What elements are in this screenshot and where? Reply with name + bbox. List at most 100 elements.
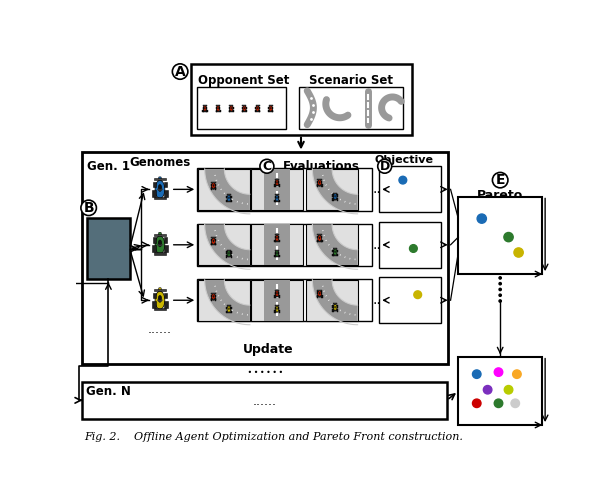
Circle shape <box>409 244 417 252</box>
Ellipse shape <box>333 249 337 256</box>
Ellipse shape <box>319 236 320 239</box>
Ellipse shape <box>334 250 336 253</box>
Bar <box>274 240 276 242</box>
Bar <box>300 87 403 128</box>
Circle shape <box>473 399 481 407</box>
Circle shape <box>494 368 503 376</box>
Bar <box>337 306 338 308</box>
Bar <box>152 246 156 252</box>
Ellipse shape <box>275 250 279 257</box>
Bar <box>231 196 232 198</box>
Bar <box>210 188 212 190</box>
Circle shape <box>499 294 501 296</box>
Bar <box>154 252 167 255</box>
Bar <box>210 243 212 246</box>
Bar <box>206 110 207 112</box>
Ellipse shape <box>229 106 233 112</box>
Text: B: B <box>84 201 94 215</box>
Bar <box>278 236 279 238</box>
Text: ......: ...... <box>253 395 276 408</box>
Bar <box>87 218 130 280</box>
Bar <box>337 194 338 196</box>
Bar <box>232 110 234 112</box>
Bar <box>152 190 156 197</box>
Ellipse shape <box>276 292 278 294</box>
Bar <box>275 256 279 257</box>
Bar <box>154 197 167 200</box>
Bar <box>211 244 216 245</box>
Text: E: E <box>495 173 505 187</box>
Bar <box>279 295 280 298</box>
Bar <box>203 105 207 106</box>
Bar <box>333 192 337 194</box>
Bar <box>164 190 168 197</box>
Text: Fig. 2.    Offline Agent Optimization and Pareto Front construction.: Fig. 2. Offline Agent Optimization and P… <box>84 432 463 442</box>
Ellipse shape <box>334 306 336 308</box>
Bar <box>255 110 256 112</box>
Bar <box>337 254 338 256</box>
Bar <box>231 255 232 258</box>
Text: ...: ... <box>373 182 386 196</box>
Polygon shape <box>312 224 357 270</box>
Bar <box>333 310 337 311</box>
Circle shape <box>512 370 521 378</box>
Bar <box>317 296 322 297</box>
Bar <box>82 152 448 364</box>
Ellipse shape <box>213 184 214 187</box>
Polygon shape <box>158 288 162 291</box>
Circle shape <box>280 370 282 373</box>
Circle shape <box>504 232 513 241</box>
Bar <box>256 111 259 112</box>
Bar <box>251 224 303 265</box>
Bar <box>242 110 243 112</box>
Text: Opponent Set: Opponent Set <box>198 74 289 88</box>
Bar <box>317 184 318 187</box>
Ellipse shape <box>159 188 162 194</box>
Bar <box>332 194 334 196</box>
Bar <box>278 292 279 294</box>
Bar <box>211 239 212 242</box>
Text: ...: ... <box>373 238 386 252</box>
Bar <box>279 200 280 202</box>
Bar <box>274 184 276 186</box>
Bar <box>226 255 228 258</box>
Circle shape <box>499 277 501 279</box>
Text: Gen. N: Gen. N <box>87 384 131 398</box>
Bar <box>274 236 276 238</box>
Bar <box>379 166 441 212</box>
Bar <box>317 180 318 183</box>
Bar <box>321 295 323 298</box>
Bar <box>191 64 412 134</box>
Bar <box>215 184 216 186</box>
Circle shape <box>499 300 501 302</box>
Bar <box>215 294 216 297</box>
Bar <box>211 188 216 190</box>
Bar <box>152 292 156 298</box>
Bar <box>242 111 246 112</box>
Bar <box>278 252 279 254</box>
Bar <box>227 201 231 202</box>
Bar <box>152 182 156 188</box>
Ellipse shape <box>212 294 215 300</box>
Bar <box>332 254 334 256</box>
Bar <box>227 194 231 195</box>
Ellipse shape <box>227 195 231 202</box>
Bar <box>321 292 322 294</box>
Circle shape <box>514 248 523 257</box>
Text: Objective
Score: Objective Score <box>375 156 434 177</box>
Bar <box>231 252 232 254</box>
Bar <box>227 256 231 257</box>
Bar <box>226 196 228 198</box>
Text: Update: Update <box>243 344 294 356</box>
Circle shape <box>511 399 520 407</box>
Bar <box>269 111 273 112</box>
Ellipse shape <box>158 296 162 302</box>
Circle shape <box>81 200 96 216</box>
Bar <box>203 111 207 112</box>
Ellipse shape <box>333 304 337 311</box>
Bar <box>164 246 168 252</box>
Bar <box>317 178 322 180</box>
Bar <box>264 280 290 320</box>
Bar <box>215 298 217 301</box>
Bar <box>164 301 168 308</box>
